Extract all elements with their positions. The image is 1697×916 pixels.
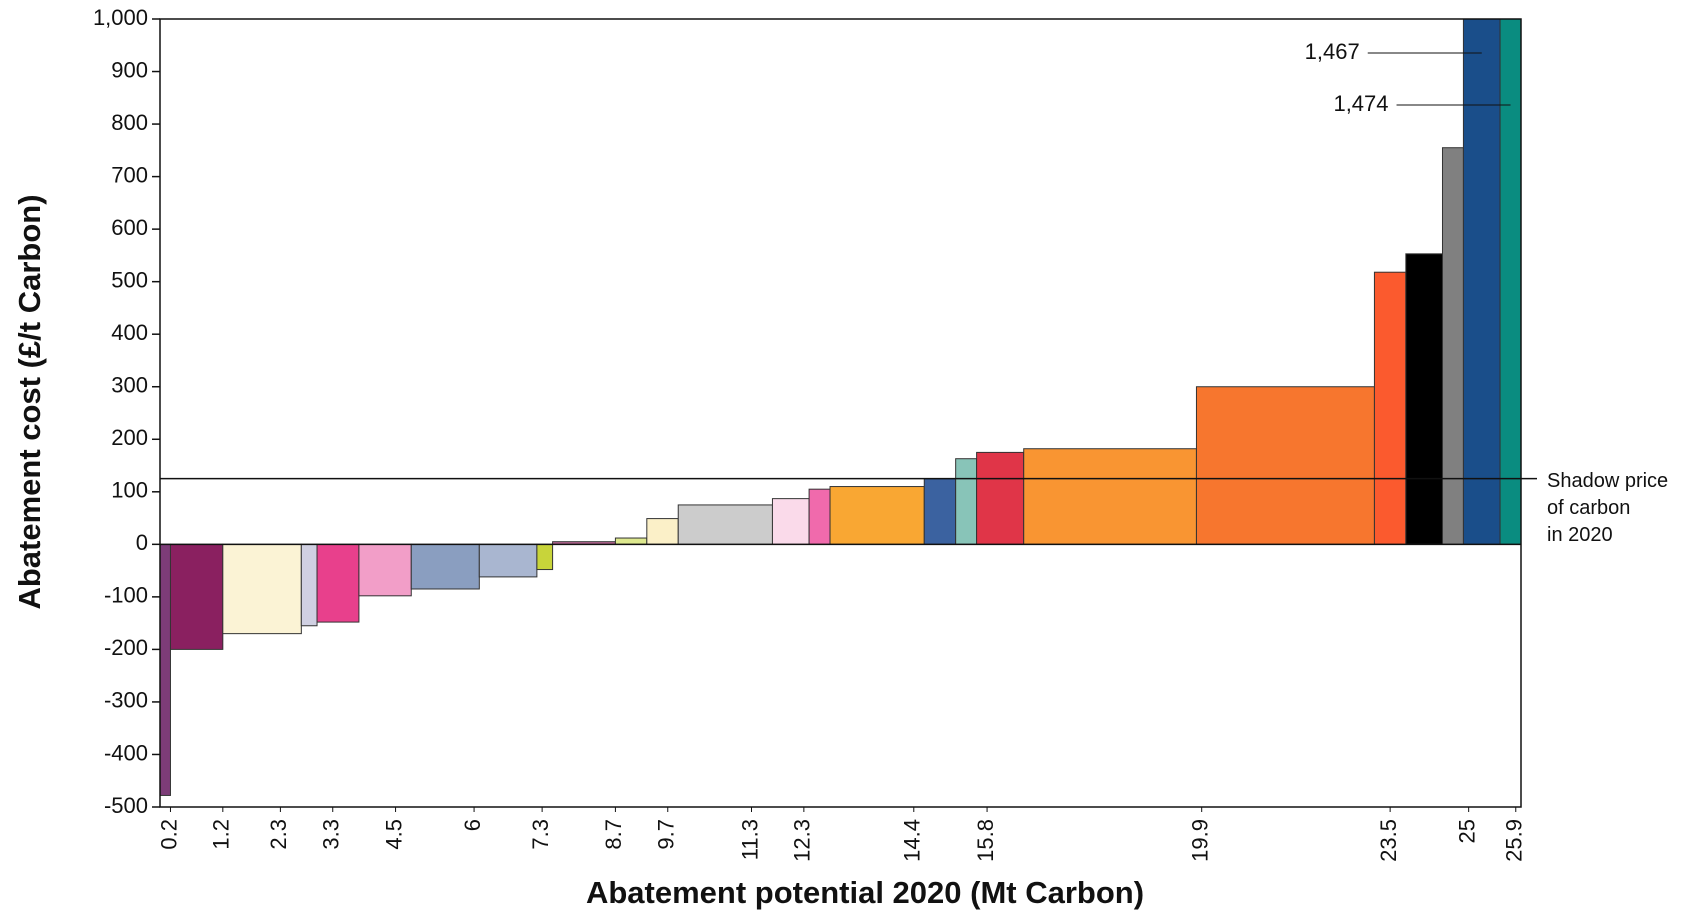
x-tick-label: 14.4 [900,819,925,862]
x-tick-label: 1.2 [209,819,234,850]
y-tick-label: 700 [111,162,148,187]
bar [771,498,810,545]
x-tick-label: 4.5 [381,819,406,850]
y-tick-label: 0 [136,530,148,555]
bar [316,543,360,623]
y-tick-label: 500 [111,267,148,292]
bar [614,537,648,545]
y-tick-label: -500 [104,793,148,818]
x-tick-label: 9.7 [654,819,679,850]
bar [410,543,480,590]
x-tick-label: 2.3 [266,819,291,850]
y-tick-label: 1,000 [93,5,148,30]
x-tick-label: 0.2 [156,819,181,850]
bar [976,451,1025,545]
bar [478,543,538,578]
x-tick-label: 25 [1454,819,1479,843]
x-tick-label: 11.3 [737,819,762,860]
y-tick-label: 300 [111,373,148,398]
bar [1373,271,1407,545]
bar [955,458,978,545]
y-tick-label: 800 [111,110,148,135]
y-tick-label: -400 [104,740,148,765]
bar [300,543,318,627]
x-tick-label: 7.3 [528,819,553,850]
y-tick-label: -300 [104,688,148,713]
x-tick-label: 15.8 [973,819,998,862]
bars [160,19,1521,796]
plot-frame [159,18,1522,808]
bar [1405,253,1443,545]
value-label: 1,474 [1333,91,1388,116]
x-tick-label: 8.7 [601,819,626,850]
y-axis-title: Abatement cost (£/t Carbon) [12,194,47,609]
bar [222,543,302,635]
value-label: 1,467 [1305,39,1360,64]
bar [923,478,957,545]
annotation-text: in 2020 [1547,524,1613,546]
bar [160,543,171,796]
x-tick-label: 25.9 [1502,819,1527,862]
y-tick-label: 200 [111,425,148,450]
annotation-text: Shadow price [1547,470,1668,492]
annotation-text: of carbon [1547,497,1630,519]
bar [169,543,224,650]
x-tick-label: 12.3 [790,819,815,862]
bar [1499,19,1521,545]
x-tick-label: 23.5 [1376,819,1401,862]
bar [1023,448,1197,545]
x-axis-title: Abatement potential 2020 (Mt Carbon) [586,875,1144,910]
y-tick-label: 100 [111,478,148,503]
bar [358,543,412,597]
bar [1441,147,1464,545]
bar [536,543,554,571]
bar [829,486,925,545]
y-tick-label: -200 [104,635,148,660]
y-tick-label: 400 [111,320,148,345]
x-tick-label: 6 [460,819,485,831]
bar [1462,19,1501,545]
x-tick-label: 3.3 [319,819,344,850]
bar [1195,386,1375,545]
x-tick-label: 19.9 [1188,819,1213,862]
bar [646,518,679,545]
y-tick-label: 600 [111,215,148,240]
bar [808,488,831,545]
y-tick-label: -100 [104,583,148,608]
y-tick-label: 900 [111,57,148,82]
bar [677,504,773,545]
